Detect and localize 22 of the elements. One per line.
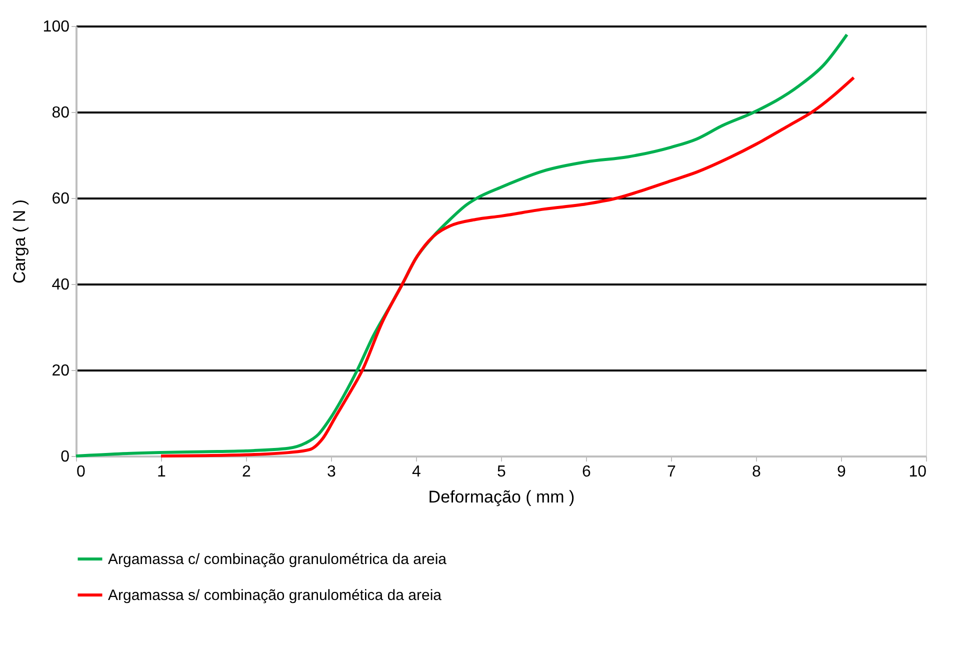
y-tick-label: 40 xyxy=(52,276,70,294)
x-tick-label: 4 xyxy=(412,464,422,480)
x-tick-label: 3 xyxy=(327,464,336,480)
line-series xyxy=(160,76,856,458)
x-tick-label: 6 xyxy=(582,464,592,480)
y-tick-label: 0 xyxy=(60,448,70,466)
x-tick-label: 1 xyxy=(157,464,166,480)
legend-label: Argamassa s/ combinação granulomética da areia xyxy=(108,587,442,604)
x-tick-label: 8 xyxy=(752,464,762,480)
y-tick-label: 20 xyxy=(52,362,70,380)
y-tick-label: 100 xyxy=(42,18,70,36)
x-tick-label: 0 xyxy=(76,464,86,480)
x-tick-label: 5 xyxy=(497,464,506,480)
legend-label: Argamassa c/ combinação granulométrica da areia xyxy=(108,551,448,568)
y-axis-title: Carga ( N ) xyxy=(10,199,29,284)
x-tick-label: 9 xyxy=(837,464,846,480)
y-tick-label: 60 xyxy=(52,190,70,208)
x-tick-label: 7 xyxy=(667,464,676,480)
x-tick-label: 10 xyxy=(908,464,927,480)
x-tick-label: 2 xyxy=(242,464,252,480)
x-axis-title: Deformação ( mm ) xyxy=(428,488,575,506)
y-tick-label: 80 xyxy=(52,104,70,122)
